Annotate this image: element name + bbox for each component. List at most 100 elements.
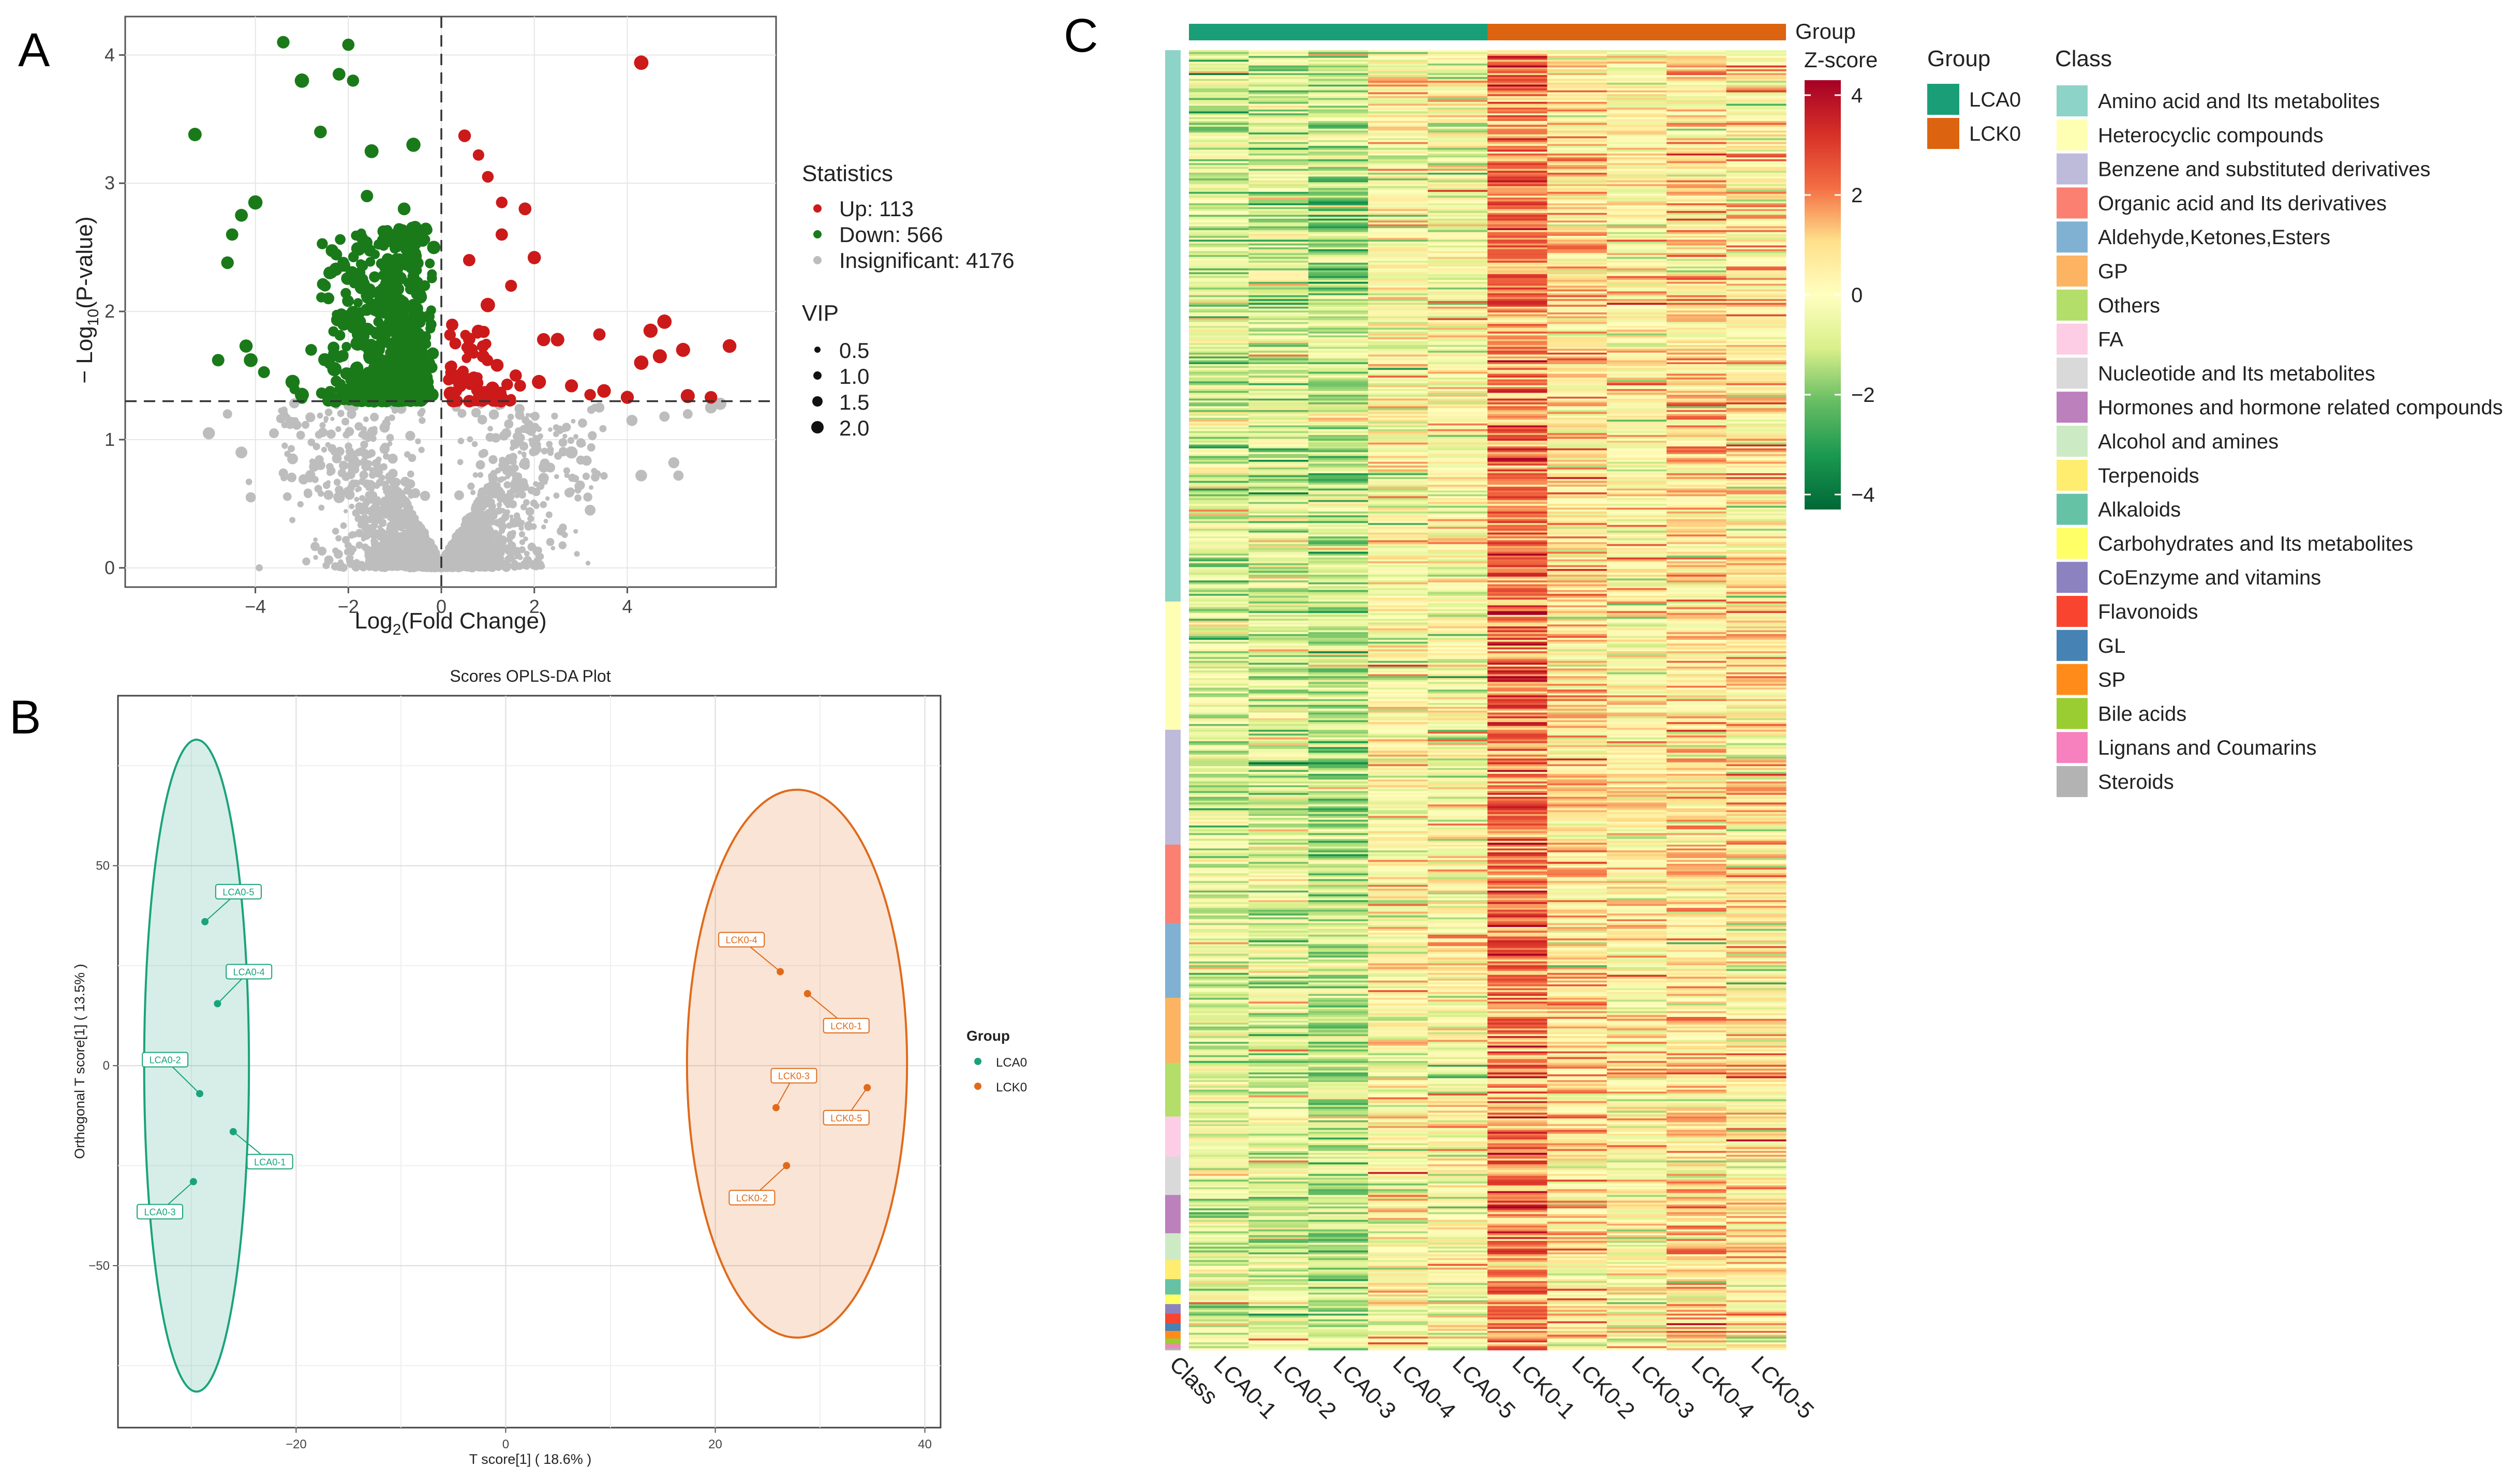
heatmap-cell [1666, 318, 1727, 321]
heatmap-cell [1248, 243, 1309, 246]
heatmap-cell [1189, 249, 1249, 252]
heatmap-cell [1427, 320, 1488, 323]
legend-vip-label-1: 1.0 [839, 364, 869, 388]
heatmap-cell [1606, 98, 1667, 100]
heatmap-cell [1666, 366, 1727, 368]
heatmap-cell [1487, 287, 1547, 290]
heatmap-cell [1368, 339, 1428, 342]
heatmap-cell [1726, 216, 1786, 219]
heatmap-cell [1248, 178, 1309, 181]
heatmap-cell [1726, 77, 1786, 80]
heatmap-cell [1666, 327, 1727, 330]
heatmap-cell [1487, 188, 1547, 190]
heatmap-cell [1368, 324, 1428, 326]
volcano-point-up [490, 358, 504, 372]
heatmap-cell [1547, 113, 1607, 116]
volcano-point-insignificant [371, 473, 377, 478]
heatmap-cell [1606, 127, 1667, 129]
heatmap-cell [1427, 138, 1488, 141]
heatmap-cell [1248, 293, 1309, 296]
heatmap-group-bar [1189, 24, 1786, 40]
heatmap-cell [1487, 50, 1547, 53]
volcano-point-down [294, 73, 309, 88]
volcano-point-insignificant [484, 530, 493, 540]
heatmap-cell [1666, 197, 1727, 200]
heatmap-cell [1248, 67, 1309, 70]
heatmap-cell [1726, 333, 1786, 336]
heatmap-cell [1606, 190, 1667, 192]
heatmap-cell [1547, 226, 1607, 229]
heatmap-cell [1606, 172, 1667, 175]
heatmap-cell [1368, 362, 1428, 365]
volcano-point-insignificant [457, 459, 464, 466]
heatmap-cell [1427, 161, 1488, 163]
opls-da-ellipse-lck0 [686, 788, 909, 1339]
heatmap-cell [1606, 308, 1667, 311]
volcano-point-down [419, 280, 430, 291]
heatmap-cell [1248, 132, 1309, 135]
heatmap-cell [1726, 205, 1786, 208]
heatmap-cell [1248, 310, 1309, 313]
heatmap-cell [1666, 86, 1727, 89]
heatmap-cell [1606, 324, 1667, 326]
volcano-point-insignificant [415, 438, 421, 444]
heatmap-cell [1427, 169, 1488, 171]
heatmap-group-bar-lck0 [1487, 24, 1786, 40]
volcano-point-insignificant [548, 427, 553, 432]
heatmap-cell [1308, 96, 1368, 99]
heatmap-cell [1427, 291, 1488, 294]
heatmap-cell [1547, 320, 1607, 323]
heatmap-cell [1726, 343, 1786, 346]
heatmap-cell [1368, 152, 1428, 154]
heatmap-cell [1248, 251, 1309, 253]
heatmap-cell [1487, 172, 1547, 175]
heatmap-cell [1308, 62, 1368, 64]
heatmap-cell [1547, 211, 1607, 214]
heatmap-cell [1726, 251, 1786, 253]
heatmap-cell [1427, 316, 1488, 319]
heatmap-cell [1248, 88, 1309, 91]
volcano-point-insignificant [411, 528, 416, 533]
heatmap-class-bar-segment [1165, 1323, 1181, 1331]
volcano-point-insignificant [319, 422, 326, 429]
volcano-point-insignificant [346, 462, 353, 470]
heatmap-cell [1487, 368, 1547, 370]
heatmap-cell [1606, 108, 1667, 110]
heatmap-cell [1606, 232, 1667, 234]
heatmap-cell [1308, 94, 1368, 97]
opls-da-point-label: LCA0-3 [144, 1207, 176, 1217]
volcano-point-insignificant [682, 409, 693, 419]
heatmap-cell [1368, 283, 1428, 286]
heatmap-cell [1606, 178, 1667, 181]
heatmap-cell [1547, 266, 1607, 269]
heatmap-cell [1547, 197, 1607, 200]
volcano-point-insignificant [390, 548, 395, 552]
heatmap-cell [1606, 257, 1667, 260]
heatmap-class-bar-segment [1165, 998, 1181, 1063]
volcano-point-down [421, 376, 434, 388]
volcano-point-insignificant [405, 430, 415, 441]
volcano-point-insignificant [348, 549, 355, 556]
volcano-point-insignificant [346, 555, 353, 563]
heatmap-cell [1189, 52, 1249, 54]
heatmap-cell [1547, 63, 1607, 66]
heatmap-cell [1368, 193, 1428, 196]
heatmap-cell [1666, 209, 1727, 212]
heatmap-cell [1189, 163, 1249, 166]
volcano-point-up [480, 297, 495, 312]
heatmap-cell [1606, 103, 1667, 106]
heatmap-cell [1368, 113, 1428, 116]
heatmap-cell [1487, 341, 1547, 343]
heatmap-cell [1248, 149, 1309, 152]
heatmap-cell [1547, 362, 1607, 365]
heatmap-cell [1487, 305, 1547, 307]
heatmap-cell [1308, 306, 1368, 309]
heatmap-cell [1189, 215, 1249, 217]
volcano-point-insignificant [545, 462, 556, 473]
volcano-point-up [481, 338, 492, 349]
volcano-point-insignificant [521, 482, 529, 490]
heatmap-cell [1606, 167, 1667, 170]
heatmap-cell [1666, 255, 1727, 258]
heatmap-cell [1487, 100, 1547, 102]
heatmap-cell [1189, 190, 1249, 192]
